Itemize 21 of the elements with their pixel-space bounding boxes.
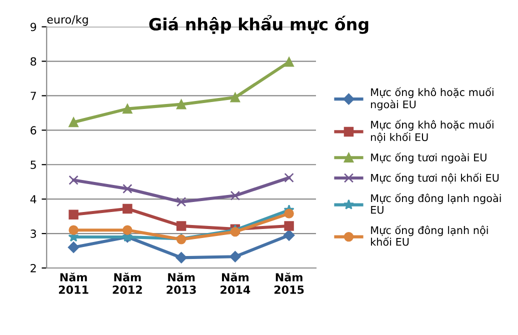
y-tick-label: 9 [30, 22, 36, 32]
y-tick-label: 8 [30, 57, 36, 66]
y-tick-label: 7 [30, 92, 36, 100]
legend-label: Mực ống khô hoặc muối ngoài EU [371, 87, 494, 110]
y-tick-label: 5 [30, 160, 36, 170]
legend-label: Mực ống tươi nội khối EU [371, 172, 499, 184]
x-tick-label: Năm 2012 [112, 272, 142, 294]
y-tick-label: 6 [30, 126, 36, 135]
chart-title: Giá nhập khẩu mực ống [149, 15, 368, 34]
legend-label: Mực ống đông lạnh nội khối EU [371, 225, 488, 246]
legend-label: Mực ống tươi ngoài EU [371, 152, 486, 164]
y-tick-label: 3 [30, 230, 36, 238]
y-tick-label: 2 [30, 264, 36, 272]
y-tick-label: 4 [30, 195, 36, 204]
legend-label: Mực ống đông lạnh ngoài EU [371, 193, 501, 214]
legend-label: Mực ống khô hoặc muối nội khối EU [371, 120, 494, 143]
x-tick-label: Năm 2013 [166, 272, 196, 294]
x-tick-label: Năm 2014 [220, 272, 250, 294]
x-tick-label: Năm 2015 [274, 272, 304, 294]
y-axis-title: euro/kg [47, 15, 88, 26]
x-tick-label: Năm 2011 [58, 272, 88, 294]
